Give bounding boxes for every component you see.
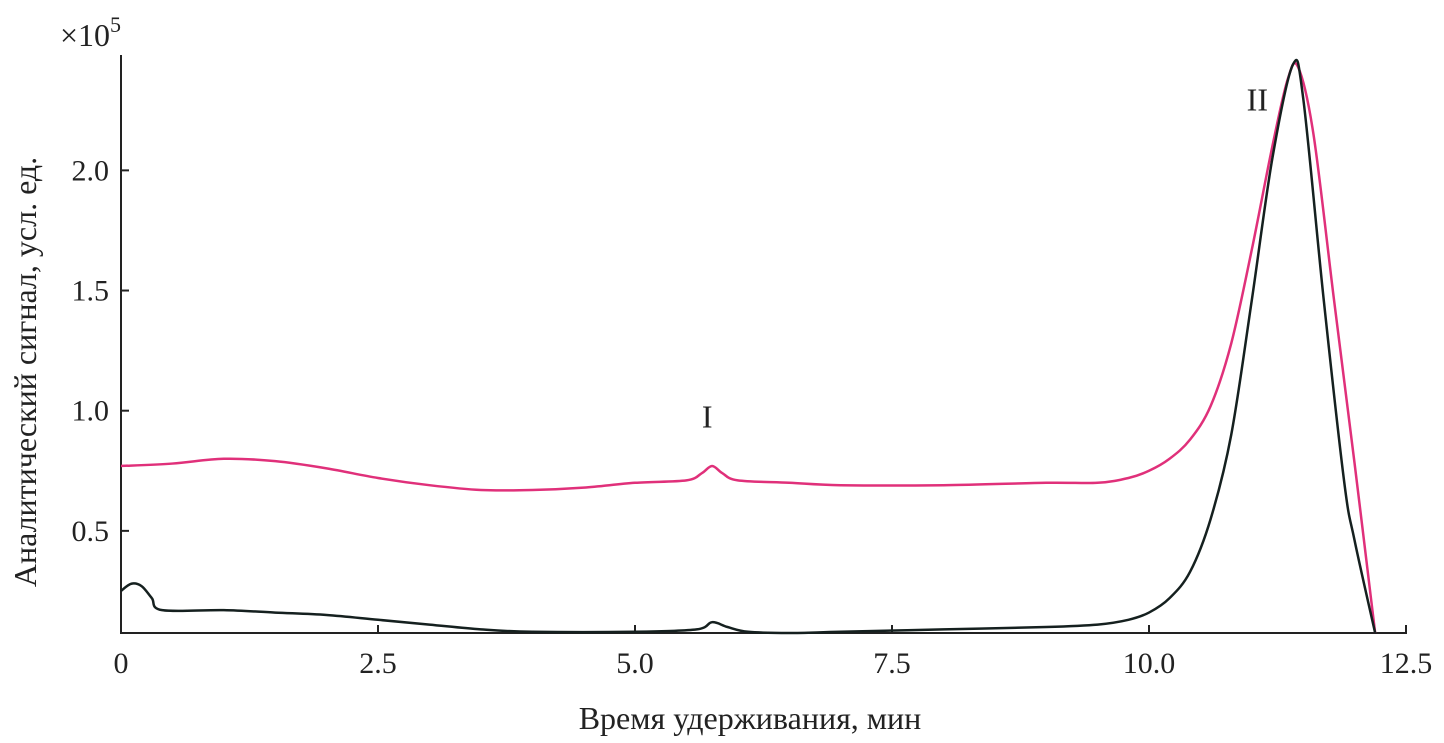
y-tick-label: 0.5 [72, 515, 110, 548]
x-tick-label: 7.5 [873, 647, 911, 680]
y-multiplier: ×105 [60, 12, 121, 53]
peak-label: II [1247, 81, 1268, 117]
peak-label: I [702, 399, 713, 435]
y-tick-label: 2.0 [72, 154, 110, 187]
x-axis-label: Время удерживания, мин [579, 700, 922, 736]
y-tick-label: 1.5 [72, 275, 110, 308]
series-line-2 [120, 58, 1377, 635]
y-multiplier-exponent: 5 [110, 12, 121, 37]
x-tick-label: 5.0 [616, 647, 654, 680]
series-line-1 [120, 61, 1377, 634]
y-tick-label: 1.0 [72, 395, 110, 428]
y-ticks: 0.5 1.0 1.5 2.0 [72, 154, 129, 548]
series-group [120, 58, 1377, 635]
x-tick-label: 10.0 [1123, 647, 1176, 680]
axes [120, 55, 1407, 634]
y-axis-label: Аналитический сигнал, усл. ед. [7, 157, 43, 587]
annotations: III [702, 81, 1268, 434]
x-ticks: 0 2.5 5.0 7.5 10.0 12.5 [114, 625, 1433, 680]
x-tick-label: 12.5 [1380, 647, 1433, 680]
x-tick-label: 0 [114, 647, 129, 680]
x-tick-label: 2.5 [359, 647, 397, 680]
